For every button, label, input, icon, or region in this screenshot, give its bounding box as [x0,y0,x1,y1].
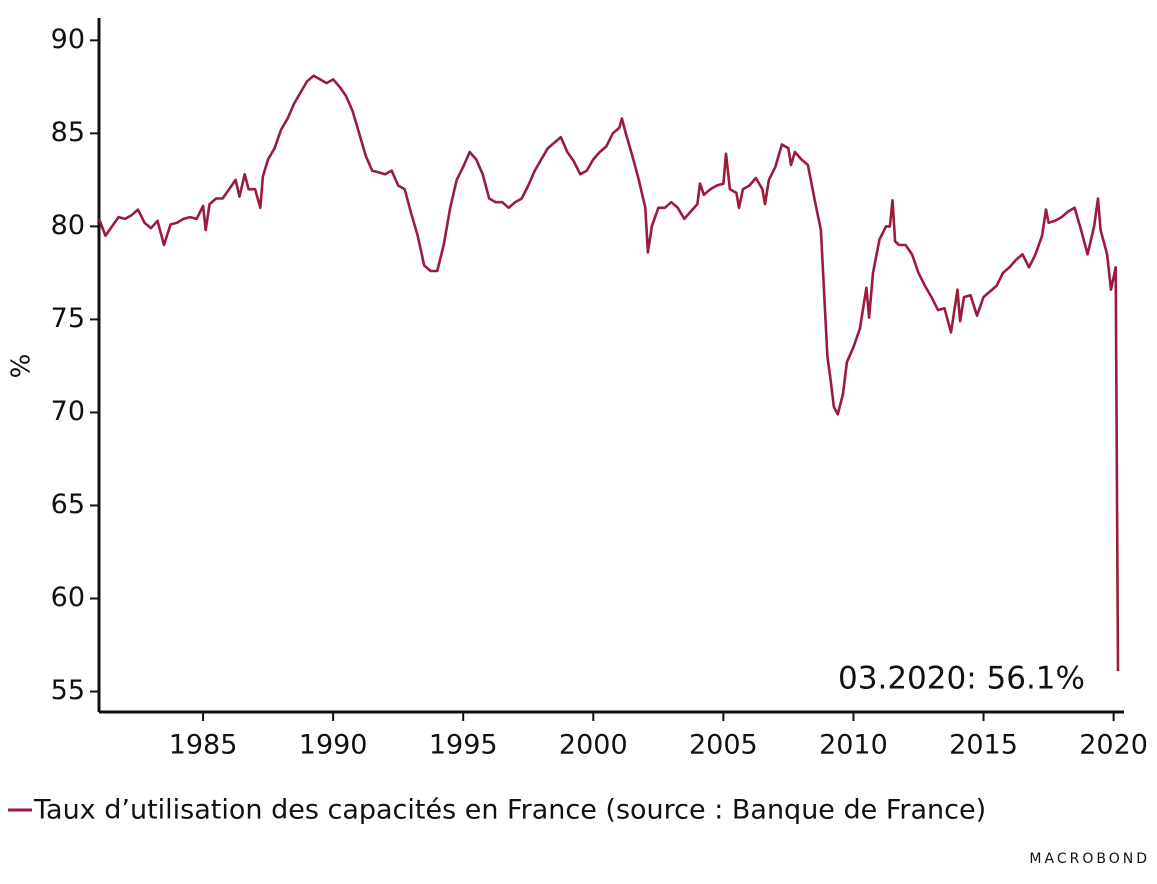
x-tick-label: 2000 [559,730,628,761]
x-tick-label: 2005 [689,730,758,761]
y-tick-label: 60 [51,582,85,613]
y-axis-label: % [7,354,37,379]
x-tick-label: 2015 [949,730,1018,761]
annotation: 03.2020: 56.1% [838,661,1085,697]
x-tick-label: 1985 [169,730,238,761]
logo: MACROBOND [1029,851,1150,867]
line-series [97,74,1120,672]
x-tick-label: 1990 [299,730,368,761]
y-tick-label: 55 [51,675,85,706]
y-tick-label: 65 [51,489,85,520]
x-tick-label: 2010 [819,730,888,761]
y-tick-label: 85 [51,117,85,148]
x-tick-label: 2020 [1079,730,1148,761]
y-tick-label: 90 [51,24,85,55]
legend-label: Taux d’utilisation des capacités en Fran… [33,795,986,826]
x-tick-label: 1995 [429,730,498,761]
y-tick-label: 80 [51,210,85,241]
y-tick-label: 70 [51,396,85,427]
y-tick-label: 75 [51,303,85,334]
